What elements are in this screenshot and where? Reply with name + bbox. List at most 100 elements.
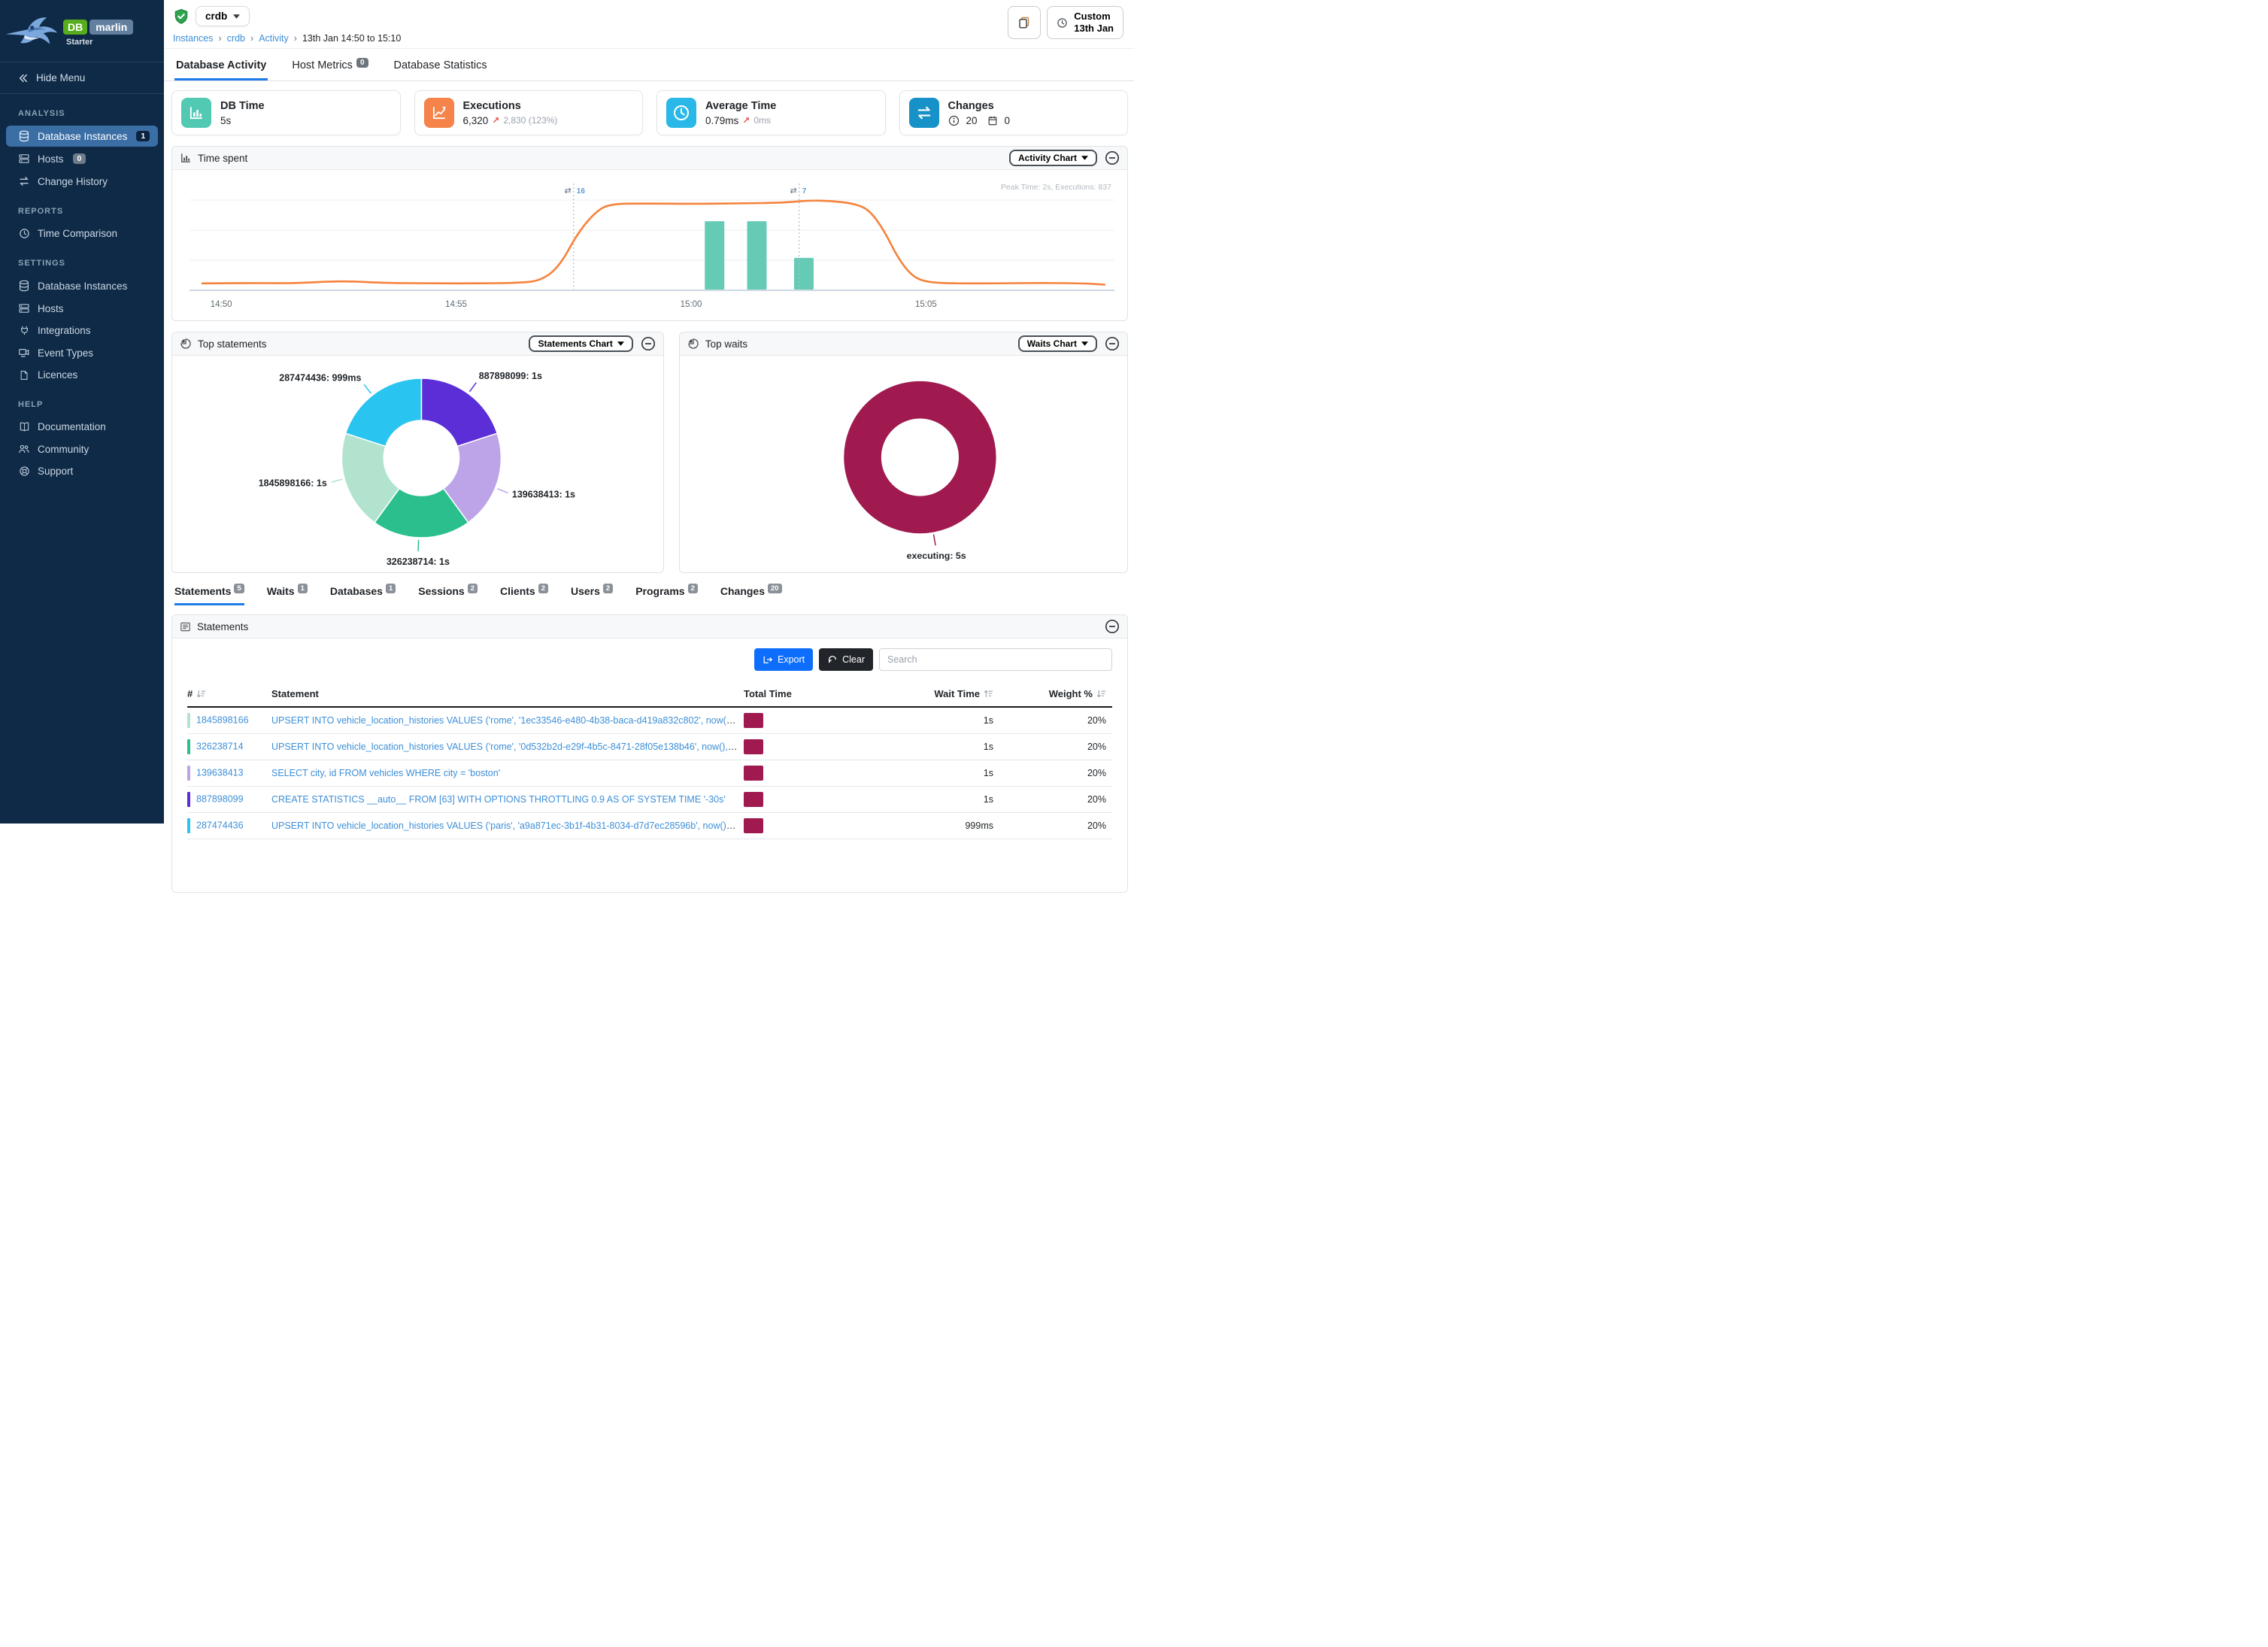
detail-tab-waits[interactable]: Waits 1 <box>267 584 308 605</box>
clock-lg-icon <box>666 98 696 128</box>
donut-label-1845898166: 1845898166: 1s <box>259 478 327 489</box>
wait-time-cell: 1s <box>834 760 999 787</box>
breadcrumb-item-instances[interactable]: Instances <box>173 33 214 44</box>
column-header-[interactable]: # <box>187 681 271 708</box>
support-icon <box>18 466 30 477</box>
collapse-time-spent-button[interactable] <box>1105 150 1120 165</box>
metric-card-delta: 0ms <box>753 115 772 126</box>
metric-card-db-time[interactable]: DB Time 5s <box>171 90 401 135</box>
sidebar-item-change-history[interactable]: Change History <box>6 171 158 192</box>
detail-tab-badge: 2 <box>687 584 698 593</box>
column-header-wait-time[interactable]: Wait Time <box>834 681 999 708</box>
statement-id-link[interactable]: 326238714 <box>196 741 244 752</box>
column-header-total-time[interactable]: Total Time <box>744 681 834 708</box>
statement-link[interactable]: SELECT city, id FROM vehicles WHERE city… <box>271 768 501 778</box>
search-input[interactable] <box>879 648 1112 671</box>
statement-id-cell: 1845898166 <box>187 707 271 734</box>
clear-label: Clear <box>842 654 865 665</box>
detail-tab-statements[interactable]: Statements 5 <box>174 584 244 605</box>
collapse-top-statements-button[interactable] <box>641 336 656 351</box>
tab-database-statistics[interactable]: Database Statistics <box>393 53 489 80</box>
detail-tab-databases[interactable]: Databases 1 <box>330 584 396 605</box>
sidebar-item-database-instances[interactable]: Database Instances <box>6 275 158 296</box>
sidebar-item-documentation[interactable]: Documentation <box>6 417 158 437</box>
collapse-top-waits-button[interactable] <box>1105 336 1120 351</box>
statement-color-bar <box>187 766 190 781</box>
breadcrumb-item-activity[interactable]: Activity <box>259 33 289 44</box>
statement-color-bar <box>187 713 190 728</box>
metric-card-average-time[interactable]: Average Time 0.79ms ↗ 0ms <box>656 90 886 135</box>
time-range-button[interactable]: Custom 13th Jan <box>1047 6 1123 39</box>
waits-chart-select[interactable]: Waits Chart <box>1017 335 1097 352</box>
tab-host-metrics[interactable]: Host Metrics 0 <box>290 53 369 80</box>
sidebar-item-hosts[interactable]: Hosts <box>6 298 158 319</box>
weight-cell: 20% <box>999 733 1112 760</box>
statements-table: # Statement Total Time Wait Time Weight % 18… <box>187 681 1112 839</box>
metric-card-value-row: 20 0 <box>948 115 1017 126</box>
instance-name: crdb <box>205 11 228 22</box>
metric-card-executions[interactable]: Executions 6,320 ↗ 2,830 (123%) <box>414 90 643 135</box>
statement-link[interactable]: CREATE STATISTICS __auto__ FROM [63] WIT… <box>271 794 726 805</box>
metric-card-changes[interactable]: Changes 20 0 <box>899 90 1128 135</box>
total-time-cell <box>744 812 834 839</box>
metric-card-title: Changes <box>948 99 994 112</box>
activity-chart-select[interactable]: Activity Chart <box>1008 150 1097 166</box>
detail-tab-clients[interactable]: Clients 2 <box>500 584 548 605</box>
detail-tab-label: Clients <box>500 585 535 597</box>
sidebar-item-time-comparison[interactable]: Time Comparison <box>6 223 158 244</box>
detail-tab-changes[interactable]: Changes 20 <box>720 584 782 605</box>
statement-id-link[interactable]: 1845898166 <box>196 714 249 726</box>
top-waits-donut[interactable]: executing: 5s <box>680 356 1127 572</box>
changes-info-count: 20 <box>966 114 978 126</box>
breadcrumb-separator: › <box>250 33 254 44</box>
copy-link-button[interactable] <box>1008 6 1042 39</box>
tab-database-activity[interactable]: Database Activity <box>174 53 268 80</box>
statement-link[interactable]: UPSERT INTO vehicle_location_histories V… <box>271 820 744 831</box>
clear-button[interactable]: Clear <box>819 648 873 671</box>
clock-icon <box>18 228 30 239</box>
sidebar-item-database-instances[interactable]: Database Instances 1 <box>6 126 158 147</box>
detail-tab-sessions[interactable]: Sessions 2 <box>418 584 478 605</box>
instance-selector[interactable]: crdb <box>196 6 250 26</box>
total-time-cell <box>744 733 834 760</box>
column-label: Weight % <box>1048 688 1093 699</box>
sidebar-item-label: Community <box>38 443 89 455</box>
detail-tab-programs[interactable]: Programs 2 <box>635 584 698 605</box>
brand-name-badge: marlin <box>89 20 134 35</box>
statement-id-link[interactable]: 287474436 <box>196 820 244 831</box>
top-statements-donut[interactable]: 887898099: 1s 139638413: 1s 326238714: 1s 1… <box>172 356 663 572</box>
statements-chart-select[interactable]: Statements Chart <box>529 335 633 352</box>
sidebar-item-hosts[interactable]: Hosts 0 <box>6 148 158 169</box>
hide-menu-button[interactable]: Hide Menu <box>0 62 164 94</box>
statement-link[interactable]: UPSERT INTO vehicle_location_histories V… <box>271 742 744 752</box>
metric-cards: DB Time 5s Executions 6,320 ↗ 2,830 (123%) Ave… <box>171 90 1128 135</box>
sidebar-item-badge: 0 <box>72 153 86 164</box>
metric-card-body: Executions 6,320 ↗ 2,830 (123%) <box>463 100 558 126</box>
breadcrumb-item-13th-jan-14-50-to-15-10: 13th Jan 14:50 to 15:10 <box>302 33 402 44</box>
sidebar-item-licences[interactable]: Licences <box>6 365 158 385</box>
main-tabs: Database Activity Host Metrics 0 Database S… <box>164 49 1134 81</box>
export-button[interactable]: Export <box>753 648 814 671</box>
detail-tab-users[interactable]: Users 2 <box>571 584 614 605</box>
column-label: # <box>187 688 193 699</box>
metric-card-value: 5s <box>220 114 232 126</box>
top-waits-title: Top waits <box>705 338 748 350</box>
sidebar-item-event-types[interactable]: Event Types <box>6 342 158 363</box>
time-spent-panel: Time spent Activity Chart 14:50 14:55 15:0… <box>171 146 1128 321</box>
column-header-weight[interactable]: Weight % <box>999 681 1112 708</box>
detail-tab-badge: 2 <box>467 584 478 593</box>
column-label: Wait Time <box>934 688 980 699</box>
collapse-statements-button[interactable] <box>1105 619 1120 634</box>
sidebar-item-integrations[interactable]: Integrations <box>6 320 158 341</box>
statement-id-link[interactable]: 139638413 <box>196 767 244 778</box>
statement-link[interactable]: UPSERT INTO vehicle_location_histories V… <box>271 715 744 726</box>
total-time-cell <box>744 786 834 813</box>
statement-id-link[interactable]: 887898099 <box>196 793 244 805</box>
sidebar-item-community[interactable]: Community <box>6 438 158 460</box>
time-spent-chart[interactable]: 14:50 14:55 15:00 15:05 ⇄ 16 ⇄ 7 Peak Time: 2s, … <box>172 170 1127 320</box>
breadcrumb-item-crdb[interactable]: crdb <box>226 33 246 44</box>
sidebar-item-support[interactable]: Support <box>6 461 158 481</box>
column-header-statement[interactable]: Statement <box>271 681 744 708</box>
detail-tab-label: Sessions <box>418 585 465 597</box>
table-row: 887898099 CREATE STATISTICS __auto__ FROM… <box>187 786 1112 813</box>
